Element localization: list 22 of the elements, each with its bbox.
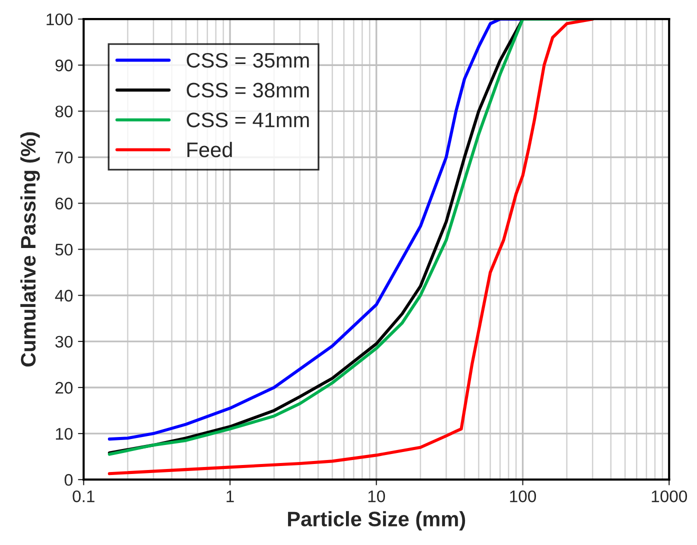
legend-label: CSS = 41mm — [186, 112, 309, 128]
y-axis-title: Cumulative Passing (%) — [20, 132, 40, 367]
legend-label: Feed — [187, 142, 232, 158]
x-tick-label: 10 — [368, 490, 385, 502]
x-tick-label: 1000 — [652, 490, 688, 502]
y-tick-label: 80 — [55, 106, 73, 118]
y-tick-label: 40 — [55, 290, 73, 302]
y-tick-label: 50 — [55, 244, 73, 256]
y-tick-label: 10 — [56, 428, 73, 440]
x-tick-label: 0.1 — [72, 490, 94, 502]
legend-label: CSS = 35mm — [186, 52, 309, 68]
legend-label: CSS = 38mm — [186, 82, 309, 98]
x-axis-title: Particle Size (mm) — [288, 511, 466, 531]
x-tick-label: 1 — [226, 490, 234, 502]
y-tick-label: 90 — [55, 60, 73, 72]
y-tick-label: 60 — [56, 198, 73, 210]
y-tick-label: 20 — [56, 382, 73, 394]
x-tick-label: 100 — [510, 490, 536, 502]
y-tick-label: 70 — [56, 152, 73, 164]
y-tick-label: 0 — [64, 474, 73, 486]
y-tick-label: 30 — [55, 336, 73, 348]
y-tick-label: 100 — [46, 13, 73, 26]
